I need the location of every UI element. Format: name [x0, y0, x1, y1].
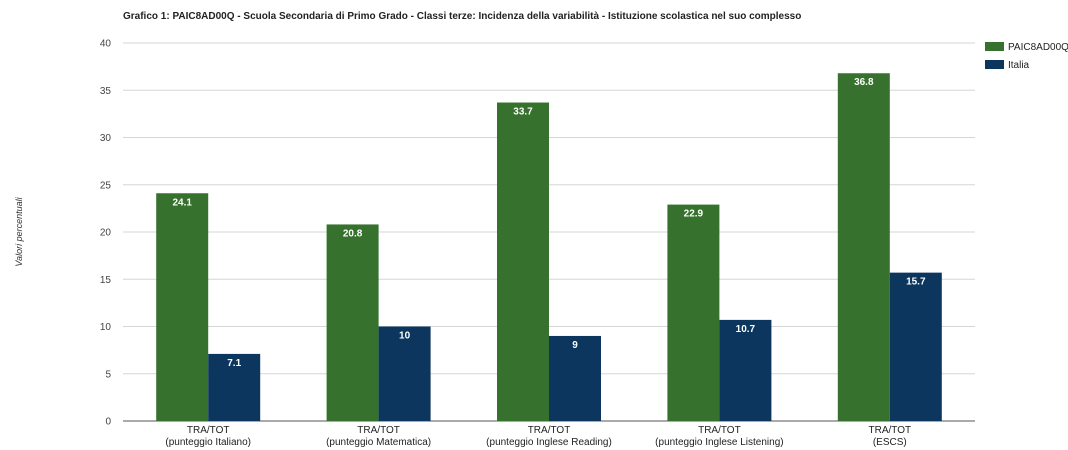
bars	[156, 73, 942, 422]
x-category-label: TRA/TOT (ESCS)	[869, 425, 912, 448]
x-category-label: TRA/TOT (punteggio Inglese Reading)	[486, 425, 612, 448]
y-tick-label: 25	[100, 180, 112, 191]
bar-italia-0	[208, 353, 261, 421]
y-tick-label: 40	[100, 39, 112, 50]
x-category-label: TRA/TOT (punteggio Matematica)	[326, 425, 431, 448]
data-label: 10	[399, 331, 411, 342]
y-tick-label: 5	[105, 369, 111, 380]
data-label: 36.8	[854, 77, 874, 88]
bar-italia-1	[378, 326, 431, 421]
bar-paic8ad00q-2	[497, 102, 549, 421]
y-axis-label: Valori percentuali	[14, 196, 24, 266]
y-tick-label: 10	[100, 322, 112, 333]
legend-swatch-paic8ad00q	[985, 42, 1004, 51]
bar-paic8ad00q-1	[326, 224, 379, 421]
legend-label-italia: Italia	[1008, 60, 1030, 71]
y-tick-label: 35	[100, 86, 112, 97]
bar-paic8ad00q-3	[667, 204, 720, 421]
data-labels: 24.1 7.1 20.8 10 33.7 9 22.9 10.7 36.8 15.7	[172, 77, 926, 369]
x-category-label: TRA/TOT (punteggio Italiano)	[165, 425, 251, 448]
data-label: 15.7	[906, 277, 926, 288]
data-label: 22.9	[684, 209, 704, 220]
data-label: 7.1	[227, 358, 241, 369]
data-label: 20.8	[343, 228, 363, 239]
bar-paic8ad00q-4	[837, 73, 890, 422]
bar-italia-4	[889, 272, 942, 421]
y-tick-label: 30	[100, 133, 112, 144]
legend-swatch-italia	[985, 60, 1004, 69]
data-label: 9	[572, 340, 578, 351]
bar-italia-3	[719, 319, 772, 421]
data-label: 24.1	[172, 197, 192, 208]
y-tick-label: 15	[100, 275, 112, 286]
y-tick-label: 0	[105, 417, 111, 428]
x-axis-categories: TRA/TOT (punteggio Italiano) TRA/TOT (punte…	[165, 425, 911, 448]
y-axis-ticks: 0 5 10 15 20 25 30 35 40	[100, 39, 112, 428]
bar-paic8ad00q-0	[156, 193, 209, 421]
chart-title: Grafico 1: PAIC8AD00Q - Scuola Secondari…	[123, 11, 802, 22]
legend: PAIC8AD00Q Italia	[985, 42, 1068, 71]
x-category-label: TRA/TOT (punteggio Inglese Listening)	[655, 425, 783, 448]
data-label: 10.7	[736, 324, 756, 335]
legend-label-paic8ad00q: PAIC8AD00Q	[1008, 42, 1068, 53]
gridlines	[123, 42, 975, 422]
y-tick-label: 20	[100, 228, 112, 239]
data-label: 33.7	[513, 107, 533, 118]
bar-italia-2	[549, 335, 601, 421]
